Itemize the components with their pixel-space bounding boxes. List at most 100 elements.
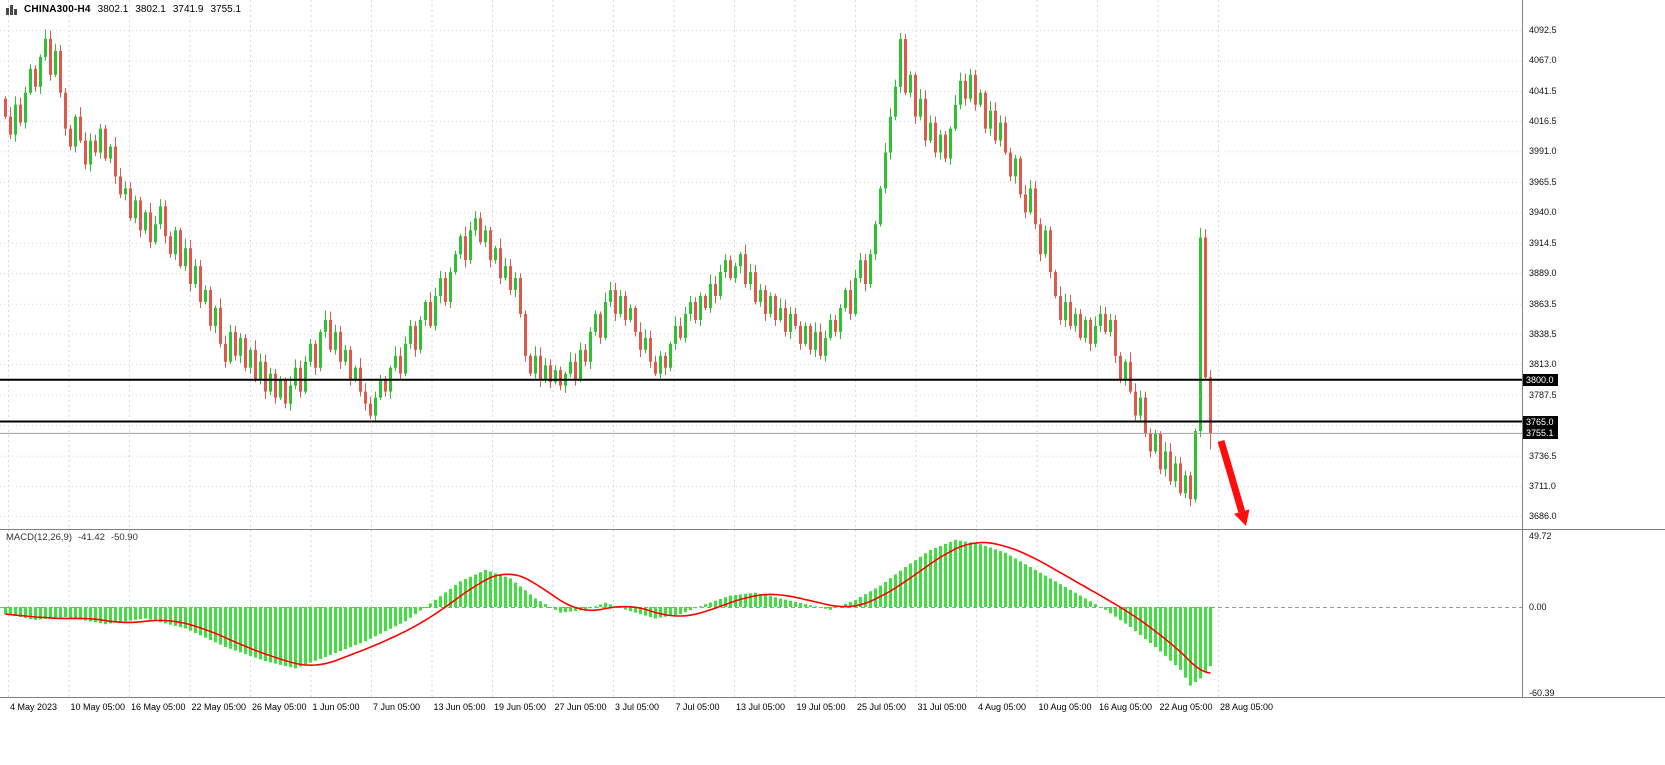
macd-histogram-bar xyxy=(784,599,787,607)
macd-histogram-bar xyxy=(959,540,962,607)
macd-histogram-bar xyxy=(529,594,532,607)
candle-body xyxy=(749,272,752,285)
macd-histogram-bar xyxy=(759,593,762,607)
candle-body xyxy=(834,319,837,332)
candle-body xyxy=(484,230,487,243)
candle-body xyxy=(474,218,477,231)
macd-canvas[interactable] xyxy=(0,530,1522,697)
ohlc-open: 3802.1 xyxy=(97,4,129,15)
price-tick-label: 3838.5 xyxy=(1529,328,1557,339)
macd-histogram-bar xyxy=(314,607,317,661)
macd-histogram-bar xyxy=(1194,607,1197,682)
macd-panel[interactable]: MACD(12,26,9) -41.42 -50.90 xyxy=(0,530,1522,697)
candle-body xyxy=(104,128,107,159)
macd-histogram-bar xyxy=(334,607,337,654)
candle-body xyxy=(559,370,562,386)
candle-body xyxy=(994,110,997,141)
macd-signal-line xyxy=(5,541,1211,674)
candle-body xyxy=(949,128,952,159)
macd-histogram-bar xyxy=(1114,607,1117,617)
time-tick-label: 1 Jun 05:00 xyxy=(312,702,360,712)
candle-body xyxy=(174,230,177,255)
macd-histogram-bar xyxy=(909,563,912,607)
time-axis[interactable]: 4 May 2023 10 May 05:00 16 May 05:00 22 May… xyxy=(0,698,1665,720)
candle-body xyxy=(1054,272,1057,297)
time-tick-label: 22 Aug 05:00 xyxy=(1159,702,1213,712)
candle-body xyxy=(409,325,412,344)
candle-body xyxy=(169,236,172,255)
candle-body xyxy=(1014,158,1017,177)
candle-body xyxy=(789,313,792,332)
time-tick-label: 3 Jul 05:00 xyxy=(615,702,660,712)
macd-histogram-bar xyxy=(609,604,612,607)
macd-histogram-bar xyxy=(824,607,827,609)
candle-body xyxy=(754,272,757,302)
candle-body xyxy=(914,74,917,117)
macd-histogram-bar xyxy=(739,594,742,607)
candle-body xyxy=(379,379,382,398)
candle-body xyxy=(1139,397,1142,416)
candle-body xyxy=(94,140,97,153)
macd-histogram-bar xyxy=(1159,607,1162,652)
price-axis[interactable]: 4092.5 4067.0 4041.5 4016.5 3991.0 3965.5 3940… xyxy=(1523,0,1665,698)
candle-body xyxy=(219,307,222,344)
candle-body xyxy=(939,134,942,153)
candle-body xyxy=(784,307,787,332)
macd-histogram-bar xyxy=(9,607,12,616)
candle-body xyxy=(879,188,882,225)
time-tick-label: 4 May 2023 xyxy=(10,702,58,712)
macd-histogram-bar xyxy=(14,607,17,617)
macd-histogram-bar xyxy=(934,547,937,607)
macd-histogram-bar xyxy=(674,607,677,615)
macd-histogram-bar xyxy=(1189,607,1192,686)
candle-body xyxy=(464,236,467,261)
macd-histogram-bar xyxy=(79,607,82,620)
macd-histogram-bar xyxy=(874,588,877,607)
macd-histogram-bar xyxy=(224,607,227,647)
candle-body xyxy=(639,331,642,350)
macd-histogram-bar xyxy=(1054,581,1057,607)
macd-histogram-bar xyxy=(354,607,357,646)
price-axis-border xyxy=(1522,0,1523,697)
panel-separator[interactable] xyxy=(0,529,1665,530)
macd-histogram-bar xyxy=(1094,604,1097,607)
macd-histogram-bar xyxy=(1154,607,1157,647)
price-tick-label: 4092.5 xyxy=(1529,25,1557,35)
candle-body xyxy=(499,248,502,279)
macd-histogram-bar xyxy=(679,607,682,615)
time-tick-label: 4 Aug 05:00 xyxy=(978,702,1027,712)
candle-body xyxy=(414,325,417,350)
candle-body xyxy=(504,266,507,279)
macd-histogram-bar xyxy=(384,607,387,632)
candle-body xyxy=(919,98,922,117)
macd-histogram-bar xyxy=(159,607,162,623)
macd-histogram-bar xyxy=(374,607,377,637)
candle-body xyxy=(364,391,367,404)
candle-body xyxy=(904,38,907,93)
candle-body xyxy=(1119,355,1122,380)
candle-body xyxy=(549,365,552,383)
candle-body xyxy=(84,140,87,165)
candle-body xyxy=(194,266,197,285)
macd-histogram-bar xyxy=(834,607,837,608)
candle-body xyxy=(954,104,957,129)
macd-histogram-bar xyxy=(289,607,292,668)
macd-histogram-bar xyxy=(869,591,872,607)
macd-histogram-bar xyxy=(344,607,347,650)
symbol-name: CHINA300-H4 xyxy=(24,4,91,15)
candle-body xyxy=(844,290,847,308)
candle-body xyxy=(144,212,147,231)
candle-body xyxy=(659,355,662,374)
candle-body xyxy=(1039,224,1042,255)
macd-histogram-bar xyxy=(699,606,702,608)
candle-body xyxy=(814,331,817,350)
macd-histogram-bar xyxy=(1199,607,1202,679)
candlestick-chart[interactable]: CHINA300-H4 3802.1 3802.1 3741.9 3755.1 xyxy=(0,0,1522,529)
price-tick-label: 4067.0 xyxy=(1529,55,1557,66)
macd-histogram-bar xyxy=(954,539,957,607)
candle-body xyxy=(539,355,542,380)
macd-histogram-bar xyxy=(804,604,807,607)
macd-histogram-bar xyxy=(994,549,997,607)
candle-body xyxy=(1049,230,1052,273)
price-chart-canvas[interactable] xyxy=(0,0,1522,529)
